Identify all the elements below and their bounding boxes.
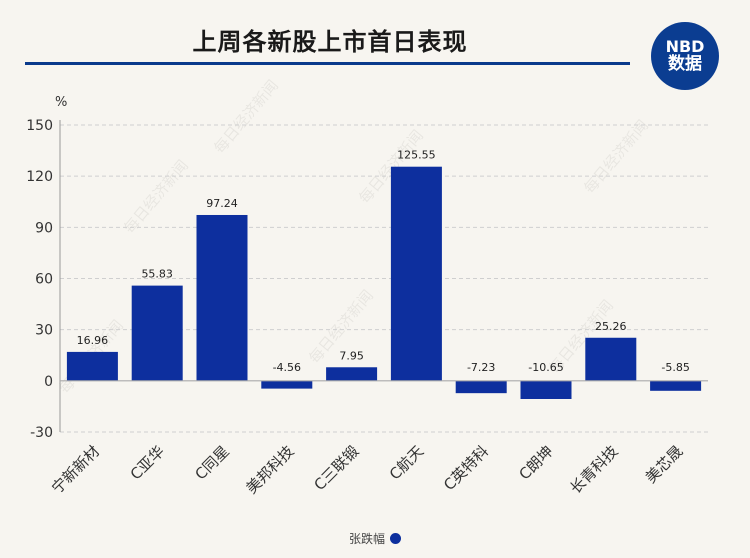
watermark-text: 每日经济新闻 [580,117,652,198]
bar [455,380,507,394]
x-tick-label: C朗坤 [515,442,556,483]
bar [261,380,313,389]
x-tick-label: C同星 [191,442,232,483]
bar [66,351,118,381]
y-axis: 150 120 90 60 30 0 -30% [26,95,67,441]
legend: 张跌幅 [0,530,750,547]
x-tick-label: C亚华 [127,442,168,483]
bar [196,214,248,381]
bar [131,285,183,381]
value-labels: 16.96 55.83 97.24 -4.56 7.95 125.55 -7.23 -10.6… [77,149,690,374]
x-tick-label: C英特科 [440,442,492,494]
y-tick-label: 60 [35,272,53,288]
bar [326,367,378,381]
data-label: -7.23 [467,361,495,374]
title-underline [25,62,630,65]
data-label: 97.24 [206,197,238,210]
y-tick-label: 90 [35,220,53,236]
logo-line-1: NBD [665,37,705,56]
bar [390,166,442,381]
y-tick-label: 150 [26,118,53,134]
data-label: 7.95 [339,349,364,362]
legend-swatch [390,533,401,544]
data-label: -5.85 [661,361,689,374]
logo-line-2: 数据 [668,54,702,74]
watermark-text: 每日经济新闻 [120,157,192,238]
bar [585,337,637,381]
x-tick-label: C航天 [386,442,427,483]
x-tick-label: 长青科技 [566,442,621,497]
y-tick-label: 0 [44,374,53,390]
y-tick-label: 30 [35,323,53,339]
watermark-text: 每日经济新闻 [210,77,282,158]
nbd-logo: NBD 数据 [651,22,719,90]
x-axis: 宁新新材 C亚华 C同星 美邦科技 C三联锻 C航天 C英特科 C朗坤 长青科技 美芯晟 [48,380,708,497]
x-tick-label: 美芯晟 [642,442,687,487]
bars [66,166,702,399]
y-tick-label: 120 [26,169,53,185]
data-label: 25.26 [595,320,627,333]
data-label: -4.56 [273,361,301,374]
x-tick-label: 宁新新材 [48,442,103,497]
y-axis-unit: % [55,95,67,110]
x-tick-label: 美邦科技 [242,442,297,497]
y-tick-label: -30 [30,425,53,441]
chart-title: 上周各新股上市首日表现 [192,28,468,56]
legend-label: 张跌幅 [348,532,385,546]
data-label: 125.55 [397,149,436,162]
data-label: 16.96 [77,334,109,347]
bar [650,380,702,391]
x-tick-label: C三联锻 [310,442,362,494]
data-label: 55.83 [141,268,173,281]
bar [520,380,572,399]
data-label: -10.65 [528,361,563,374]
